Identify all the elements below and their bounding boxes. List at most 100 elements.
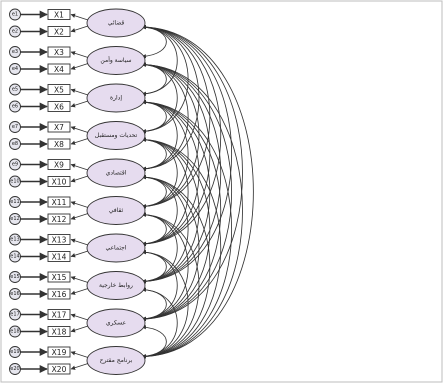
error-term-label: e20 (10, 366, 19, 372)
covariance-arc (141, 24, 254, 359)
observed-indicator-label: X13 (52, 236, 67, 245)
covariance-arc (141, 137, 200, 284)
covariance-arc (141, 24, 243, 322)
covariance-arc (141, 137, 221, 359)
loading-path-arrow (70, 288, 89, 295)
loading-path-arrow (70, 163, 89, 171)
observed-indicator (47, 288, 71, 300)
error-term-label: e16 (10, 291, 19, 297)
observed-indicator (47, 251, 71, 262)
observed-indicator (47, 121, 71, 133)
covariance-arc (141, 100, 189, 209)
factor-group: e1 X1 e2 X2 قضائي (9, 8, 146, 38)
covariance-arc (141, 250, 189, 359)
latent-factor-label: روابط خارجية (99, 282, 133, 289)
observed-indicator-label: X6 (54, 103, 64, 112)
observed-indicator-label: X11 (52, 198, 67, 207)
observed-indicator (47, 84, 71, 95)
error-term-label: e17 (10, 312, 19, 318)
loading-path-arrow (70, 363, 89, 370)
error-term-label: e8 (12, 141, 18, 147)
covariance-arc (141, 99, 221, 322)
covariance-arc (141, 325, 167, 359)
factor-group: e15 X15 e16 X16 روابط خارجية (9, 271, 146, 300)
latent-factor-label: قضائي (108, 20, 125, 27)
loading-path-arrow (70, 351, 89, 358)
covariance-arc (141, 62, 189, 171)
covariance-arc (141, 62, 200, 209)
loading-path-arrow (70, 213, 89, 220)
covariance-arcs (141, 24, 254, 359)
error-term-label: e19 (10, 349, 19, 355)
observed-indicator (47, 46, 71, 58)
error-term-label: e6 (12, 104, 18, 110)
observed-indicator (47, 309, 71, 320)
loading-path-arrow (70, 313, 89, 321)
factor-group: e5 X5 e6 X6 إدارة (9, 83, 146, 113)
observed-indicator (47, 363, 71, 375)
latent-factor (86, 8, 146, 38)
covariance-arc (141, 62, 243, 359)
error-term-label: e4 (12, 66, 18, 72)
loading-path-arrow (70, 238, 89, 246)
error-term-label: e15 (10, 274, 19, 280)
latent-factor (86, 196, 146, 225)
observed-indicator (47, 101, 71, 112)
loading-path-arrow (70, 175, 89, 183)
loading-path-arrow (70, 25, 89, 33)
loading-path-arrow (70, 100, 89, 108)
loading-path-arrow (70, 138, 89, 145)
loading-path-arrow (70, 201, 89, 208)
latent-factor (86, 308, 146, 338)
loading-path-arrow (70, 276, 89, 283)
covariance-arc (141, 212, 189, 321)
observed-indicator (47, 176, 71, 187)
error-term-label: e11 (10, 199, 19, 205)
observed-indicator (47, 213, 71, 225)
covariance-arc (141, 24, 221, 247)
latent-factor-label: ثقافي (109, 207, 124, 214)
observed-indicator-label: X5 (54, 86, 64, 95)
latent-factor-label: إدارة (110, 95, 122, 102)
latent-factor-label: اقتصادي (106, 170, 127, 177)
covariance-arc (141, 62, 221, 284)
covariance-arc (141, 212, 200, 359)
observed-indicator-label: X12 (52, 215, 67, 224)
observed-indicator-label: X7 (54, 123, 64, 132)
factor-group: e17 X17 e18 X18 عسكري (9, 308, 146, 338)
error-term-label: e10 (10, 179, 19, 185)
observed-indicator-label: X8 (54, 140, 64, 149)
factor-group: e9 X9 e10 X10 اقتصادي (9, 158, 146, 188)
observed-indicator (47, 63, 71, 75)
latent-factor-label: اجتماعي (105, 245, 126, 252)
observed-indicator-label: X9 (54, 161, 64, 170)
factor-group: e19 X19 e20 X20 برنامج مقترح (9, 346, 146, 375)
covariance-arc (141, 24, 200, 172)
error-term-label: e12 (10, 216, 19, 222)
error-term-label: e14 (10, 254, 19, 260)
error-term-label: e7 (12, 124, 18, 130)
error-term-label: e13 (10, 237, 19, 243)
observed-indicator-label: X3 (54, 48, 64, 57)
observed-indicator-label: X17 (52, 311, 67, 320)
measurement-model: e1 X1 e2 X2 قضائي e3 X3 e4 X4 سياسة وأمن e5 X5 e6 X6 إ… (9, 8, 146, 375)
observed-indicator-label: X18 (52, 328, 67, 337)
factor-group: e11 X11 e12 X12 ثقافي (9, 196, 146, 225)
observed-indicator (47, 9, 71, 20)
observed-indicator (47, 234, 71, 245)
latent-factor (86, 233, 146, 263)
observed-indicator-label: X10 (52, 178, 67, 187)
observed-indicator-label: X1 (54, 11, 64, 20)
error-term-label: e3 (12, 49, 18, 55)
observed-indicator (47, 26, 71, 37)
loading-path-arrow (70, 250, 89, 258)
loading-path-arrow (70, 63, 89, 70)
observed-indicator-label: X19 (52, 348, 67, 357)
observed-indicator (47, 346, 71, 358)
latent-factor (86, 46, 146, 75)
error-term-label: e2 (12, 29, 18, 35)
latent-factor (86, 346, 146, 375)
observed-indicator (47, 326, 71, 337)
covariance-arc (141, 174, 200, 322)
observed-indicator-label: X2 (54, 28, 64, 37)
